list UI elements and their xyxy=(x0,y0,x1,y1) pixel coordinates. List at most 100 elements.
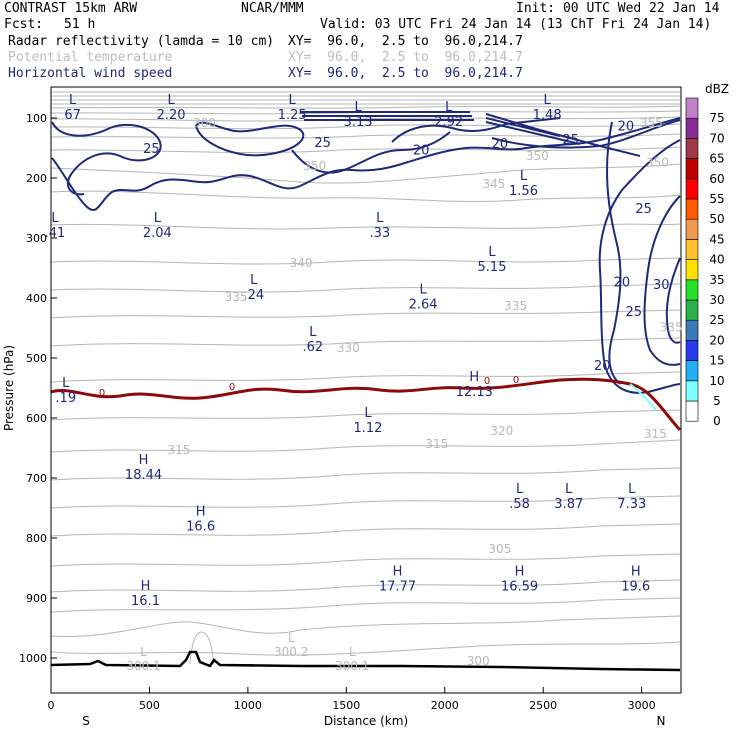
theta-extremum-type: L xyxy=(288,631,295,645)
wind-extremum-type: L xyxy=(51,211,59,226)
wind-extremum-type: H xyxy=(393,564,403,579)
colorbar-swatch xyxy=(685,259,699,281)
theta-contour xyxy=(51,597,681,613)
theta-extremum-value: 300.1 xyxy=(126,659,160,673)
colorbar-tick-label: 65 xyxy=(709,152,724,166)
wind-contour-label: 20 xyxy=(618,120,635,135)
theta-extremum-value: 300.2 xyxy=(274,645,308,659)
wind-contour xyxy=(485,113,641,157)
theta-contour xyxy=(51,641,681,656)
y-tick-label: 800 xyxy=(26,532,47,545)
wind-extremum-type: L xyxy=(516,482,524,497)
wind-contour-label: 20 xyxy=(614,276,631,291)
wind-contour xyxy=(391,117,561,143)
y-tick-label: 300 xyxy=(26,232,47,245)
theta-contour-label: 315 xyxy=(168,443,191,457)
model-title: CONTRAST 15km ARW xyxy=(4,1,138,16)
theta-contour-label: 350 xyxy=(303,159,326,173)
colorbar-tick-label: 5 xyxy=(713,394,721,408)
y-tick-label: 600 xyxy=(26,412,47,425)
wind-extremum-value: 3.87 xyxy=(554,497,583,512)
colorbar-tick-label: 25 xyxy=(709,313,724,327)
colorbar-tick-label: 35 xyxy=(709,273,724,287)
wind-extremum-type: H xyxy=(141,579,151,594)
colorbar-tick-label: 45 xyxy=(709,232,724,246)
theta-contour xyxy=(51,146,681,153)
wind-extremum-type: L xyxy=(309,325,317,340)
colorbar-tick-label: 60 xyxy=(709,172,724,186)
theta-contour-label: 350 xyxy=(646,156,669,170)
wind-contour-label: 20 xyxy=(413,144,430,159)
reflectivity-area xyxy=(629,383,657,411)
wind-extremum-value: .41 xyxy=(45,226,66,241)
theta-contour xyxy=(189,631,215,665)
wind-extremum-value: 1.25 xyxy=(278,108,307,123)
wind-contour-label: 20 xyxy=(492,137,509,152)
theta-contour xyxy=(51,133,681,139)
wind-contour-label: 25 xyxy=(635,202,652,217)
y-tick-label: 100 xyxy=(26,112,47,125)
wind-extremum-type: H xyxy=(469,370,479,385)
x-tick-label: 2000 xyxy=(431,699,459,712)
field-xy-theta: XY= 96.0, 2.5 to 96.0,214.7 xyxy=(288,50,523,65)
wind-extremum-value: 2.92 xyxy=(434,115,463,130)
wind-extremum-value: 1.48 xyxy=(533,108,562,123)
field-xy-wind: XY= 96.0, 2.5 to 96.0,214.7 xyxy=(288,66,523,81)
y-tick-label: 900 xyxy=(26,592,47,605)
theta-contour xyxy=(51,309,681,319)
x-tick-label: 1500 xyxy=(332,699,360,712)
colorbar-tick-label: 70 xyxy=(709,131,724,145)
colorbar-swatch xyxy=(685,138,699,159)
colorbar-tick-label: 20 xyxy=(709,333,724,347)
theta-contour-label: 350 xyxy=(526,149,549,163)
wind-contour xyxy=(300,111,474,121)
x-axis-label: Distance (km) xyxy=(324,714,408,728)
plot-area xyxy=(51,91,681,672)
theta-contour-label: 335 xyxy=(504,299,527,313)
forecast-hour-value: 51 h xyxy=(64,17,96,32)
forecast-hour-label: Fcst: xyxy=(4,17,44,32)
wind-extremum-value: 67 xyxy=(64,108,81,123)
endpoint-right-label: N xyxy=(657,714,666,728)
freezing-level-label: 0 xyxy=(229,382,235,393)
wind-contour xyxy=(598,139,681,394)
wind-extremum-value: 7.33 xyxy=(617,497,646,512)
x-tick-label: 1000 xyxy=(234,699,262,712)
theta-contour xyxy=(51,190,681,203)
plot-frame xyxy=(50,86,682,694)
wind-extremum-value: .58 xyxy=(509,497,530,512)
wind-contour xyxy=(51,121,162,196)
wind-contour-label: 25 xyxy=(625,305,642,320)
theta-extremum-type: L xyxy=(140,645,147,659)
freezing-level-label: 0 xyxy=(99,388,105,399)
theta-contour-label: 335 xyxy=(660,321,683,335)
theta-contour-label: 340 xyxy=(290,256,313,270)
wind-extremum-value: 5.15 xyxy=(478,260,507,275)
x-tick-label: 500 xyxy=(139,699,160,712)
wind-extremum-type: L xyxy=(544,93,552,108)
theta-extremum-value: 300.1 xyxy=(335,659,369,673)
wind-extremum-type: L xyxy=(154,211,162,226)
colorbar-tick-label: 55 xyxy=(709,192,724,206)
colorbar-swatch xyxy=(685,299,699,321)
colorbar-swatch xyxy=(685,239,699,260)
wind-contour xyxy=(606,121,622,385)
colorbar-swatch xyxy=(685,97,699,119)
y-tick-label: 1000 xyxy=(19,652,47,665)
theta-contour xyxy=(51,371,681,383)
theta-contour-label: 300 xyxy=(193,116,216,130)
wind-extremum-value: .24 xyxy=(243,288,264,303)
wind-extremum-value: 17.77 xyxy=(379,579,416,594)
wind-extremum-type: H xyxy=(196,504,206,519)
colorbar-tick-label: 30 xyxy=(709,293,724,307)
theta-contour xyxy=(51,283,681,293)
colorbar-tick-label: 15 xyxy=(709,354,724,368)
theta-contour-label: 355 xyxy=(640,116,663,130)
wind-extremum-type: L xyxy=(289,93,297,108)
wind-extremum-value: .62 xyxy=(303,340,324,355)
colorbar-swatch xyxy=(685,319,699,341)
theta-contour-label: 315 xyxy=(644,427,667,441)
y-axis-label: Pressure (hPa) xyxy=(2,345,16,431)
wind-contour-label: 30 xyxy=(653,278,670,293)
